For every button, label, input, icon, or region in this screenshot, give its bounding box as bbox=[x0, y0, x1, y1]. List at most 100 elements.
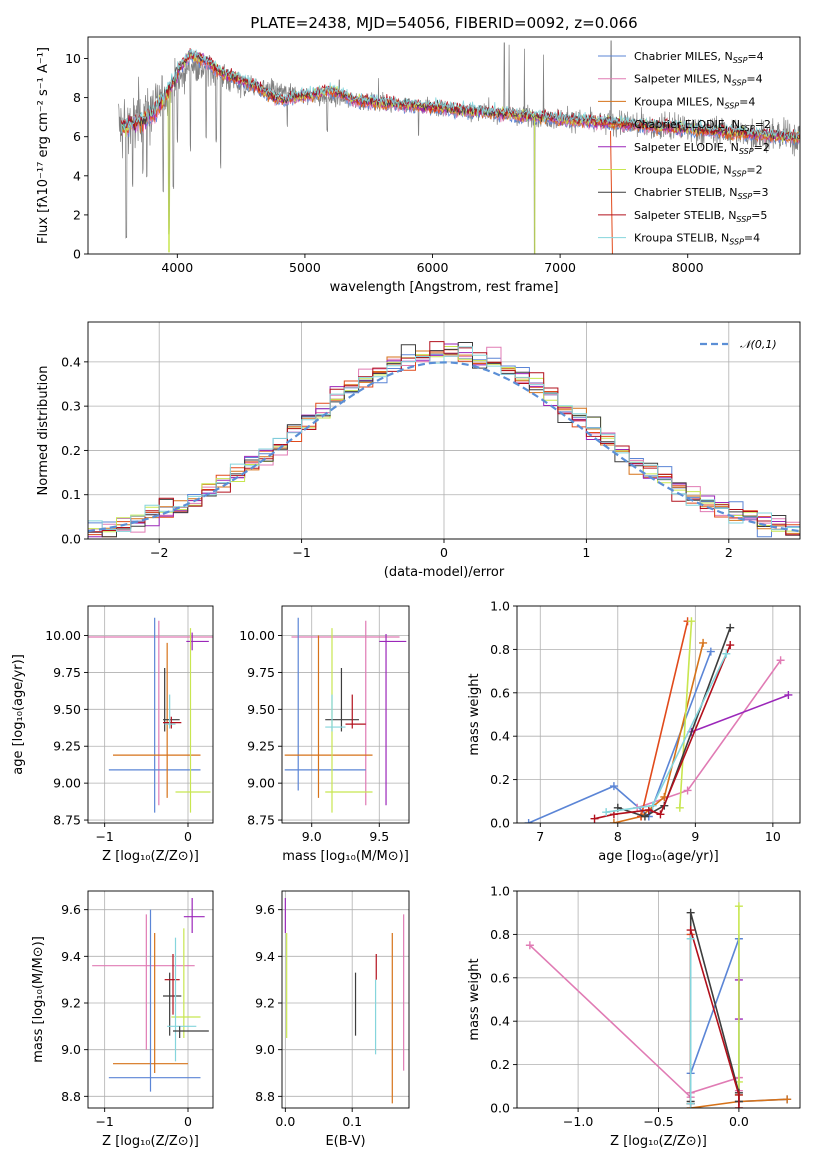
legend-entry-name: Chabrier MILES, N bbox=[634, 50, 733, 63]
y-tick-label: 9.50 bbox=[247, 702, 275, 717]
y-tick-label: 0.3 bbox=[61, 399, 81, 414]
model-spectrum-kroupa-stelib bbox=[120, 48, 800, 140]
legend-entry-value: =4 bbox=[746, 73, 762, 86]
series-marker bbox=[726, 641, 735, 650]
legend-entry-sub: SSP bbox=[736, 215, 751, 224]
x-axis-label: (data-model)/error bbox=[384, 565, 505, 580]
y-tick-label: 9.0 bbox=[255, 1042, 275, 1057]
legend-entry-value: =4 bbox=[739, 95, 755, 108]
legend-entry-sub: SSP bbox=[738, 192, 753, 201]
legend-entry-name: Kroupa MILES, N bbox=[634, 95, 724, 108]
x-tick-label: 0.0 bbox=[275, 1114, 295, 1129]
spectrum-panel: 4000 5000 6000 7000 8000 0 2 4 6 8 10 wavelength [A… bbox=[36, 14, 801, 295]
legend-entry-name: Chabrier STELIB, N bbox=[634, 186, 738, 199]
legend-entry-sub: SSP bbox=[729, 238, 744, 247]
axes-frame bbox=[516, 605, 801, 824]
plot-area bbox=[284, 617, 407, 813]
series-marker bbox=[726, 623, 735, 632]
legend-entry-value: =2 bbox=[746, 164, 762, 177]
x-tick-label: 4000 bbox=[161, 260, 193, 275]
errorbar-point bbox=[164, 694, 176, 729]
y-tick-label: 0.6 bbox=[490, 970, 510, 985]
y-tick-label: 9.75 bbox=[247, 665, 275, 680]
y-tick-label: 10.00 bbox=[45, 628, 81, 643]
x-axis-label: mass [log₁₀(M/M⊙)] bbox=[282, 849, 409, 864]
series-line-chabrier-elodie bbox=[640, 621, 689, 817]
y-tick-label: 8.75 bbox=[53, 813, 81, 828]
x-tick-label: −1 bbox=[95, 1114, 113, 1129]
series-marker bbox=[686, 926, 695, 935]
x-axis-label: Z [log₁₀(Z/Z⊙)] bbox=[102, 1134, 199, 1149]
legend-entry-name: Chabrier ELODIE, N bbox=[634, 118, 740, 131]
y-tick-label: 2 bbox=[73, 207, 81, 222]
legend-entry: Chabrier MILES, NSSP=4 bbox=[634, 50, 764, 65]
y-tick-label: 1.0 bbox=[490, 884, 510, 899]
x-tick-label: 0 bbox=[184, 1114, 192, 1129]
y-tick-label: 10 bbox=[65, 51, 81, 66]
legend-entry: Chabrier STELIB, NSSP=3 bbox=[634, 186, 768, 201]
mass-weight-vs-metallicity-panel: −1.0 −0.5 0.0 0.0 0.2 0.4 0.6 0.8 1.0 Z [log₁₀(Z/… bbox=[467, 884, 801, 1149]
x-axis-label: wavelength [Angstrom, rest frame] bbox=[330, 280, 559, 295]
chart-title: PLATE=2438, MJD=54056, FIBERID=0092, z=0… bbox=[250, 14, 637, 32]
series-marker bbox=[644, 805, 653, 814]
x-axis-label: Z [log₁₀(Z/Z⊙)] bbox=[610, 1134, 707, 1149]
errorbar-point bbox=[325, 668, 360, 732]
series-marker bbox=[590, 814, 599, 823]
y-tick-label: 9.75 bbox=[53, 665, 81, 680]
legend-entry: 𝒩(0,1) bbox=[740, 338, 777, 351]
y-tick-label: 9.6 bbox=[61, 902, 81, 917]
x-axis-label: E(B-V) bbox=[325, 1134, 365, 1149]
errorbar-point bbox=[108, 909, 201, 1092]
x-tick-label: 6000 bbox=[417, 260, 449, 275]
series-marker bbox=[699, 638, 708, 647]
series-marker bbox=[686, 908, 695, 917]
errorbar-point bbox=[284, 635, 373, 798]
y-tick-label: 9.0 bbox=[61, 1042, 81, 1057]
x-tick-label: 0.0 bbox=[729, 1114, 749, 1129]
y-tick-label: 9.25 bbox=[247, 739, 275, 754]
series-marker bbox=[602, 808, 611, 817]
mass-weight-vs-age-panel: 7 8 9 10 0.0 0.2 0.4 0.6 0.8 1.0 age [log₁₀(age/yr… bbox=[467, 599, 801, 864]
x-tick-label: 10 bbox=[765, 829, 781, 844]
y-tick-label: 0.0 bbox=[490, 816, 510, 831]
legend-entry: Salpeter ELODIE, NSSP=2 bbox=[634, 141, 770, 156]
plot-area bbox=[524, 617, 793, 823]
legend-entry-sub: SSP bbox=[724, 101, 739, 110]
series-marker bbox=[640, 812, 649, 821]
legend-entry: Kroupa STELIB, NSSP=4 bbox=[634, 232, 760, 247]
axes-frame bbox=[87, 605, 214, 824]
legend-entry-value: =5 bbox=[751, 209, 767, 222]
x-axis-label: age [log₁₀(age/yr)] bbox=[598, 849, 719, 864]
legend-entry-sub: SSP bbox=[733, 56, 748, 65]
y-tick-label: 9.25 bbox=[53, 739, 81, 754]
legend-entry-value: =2 bbox=[754, 141, 770, 154]
series-marker bbox=[734, 1104, 743, 1108]
y-axis-label: Flux [fλ10⁻¹⁷ erg cm⁻² s⁻¹ A⁻¹] bbox=[36, 47, 51, 244]
y-tick-label: 9.00 bbox=[247, 776, 275, 791]
y-axis-label: Normed distribution bbox=[36, 366, 51, 496]
plot-area bbox=[284, 898, 405, 1104]
legend-entry-sub: SSP bbox=[732, 170, 747, 179]
series-marker bbox=[609, 782, 618, 791]
x-tick-label: 8000 bbox=[672, 260, 704, 275]
age-vs-metallicity-panel: −1 0 8.75 9.00 9.25 9.50 9.75 10.00 Z [log₁₀(Z/Z… bbox=[11, 605, 214, 864]
y-tick-label: 0.2 bbox=[61, 443, 81, 458]
errorbar-point bbox=[167, 937, 197, 1062]
errorbar-point bbox=[113, 642, 201, 798]
plot-area bbox=[92, 898, 209, 1092]
errorbar-point bbox=[163, 972, 182, 1036]
x-tick-label: 8 bbox=[614, 829, 622, 844]
y-tick-label: 9.50 bbox=[53, 702, 81, 717]
normal-reference-curve bbox=[88, 361, 800, 533]
series-marker bbox=[734, 1090, 743, 1099]
y-tick-label: 9.4 bbox=[255, 949, 275, 964]
axes-frame bbox=[87, 890, 214, 1109]
plot-area bbox=[525, 902, 792, 1108]
x-tick-label: 7 bbox=[536, 829, 544, 844]
legend-entry-value: =4 bbox=[744, 232, 760, 245]
series-marker bbox=[687, 617, 696, 626]
axes-frame bbox=[281, 605, 410, 824]
y-tick-label: 0.4 bbox=[490, 1014, 510, 1029]
legend-entry: Chabrier ELODIE, NSSP=2 bbox=[634, 118, 771, 133]
